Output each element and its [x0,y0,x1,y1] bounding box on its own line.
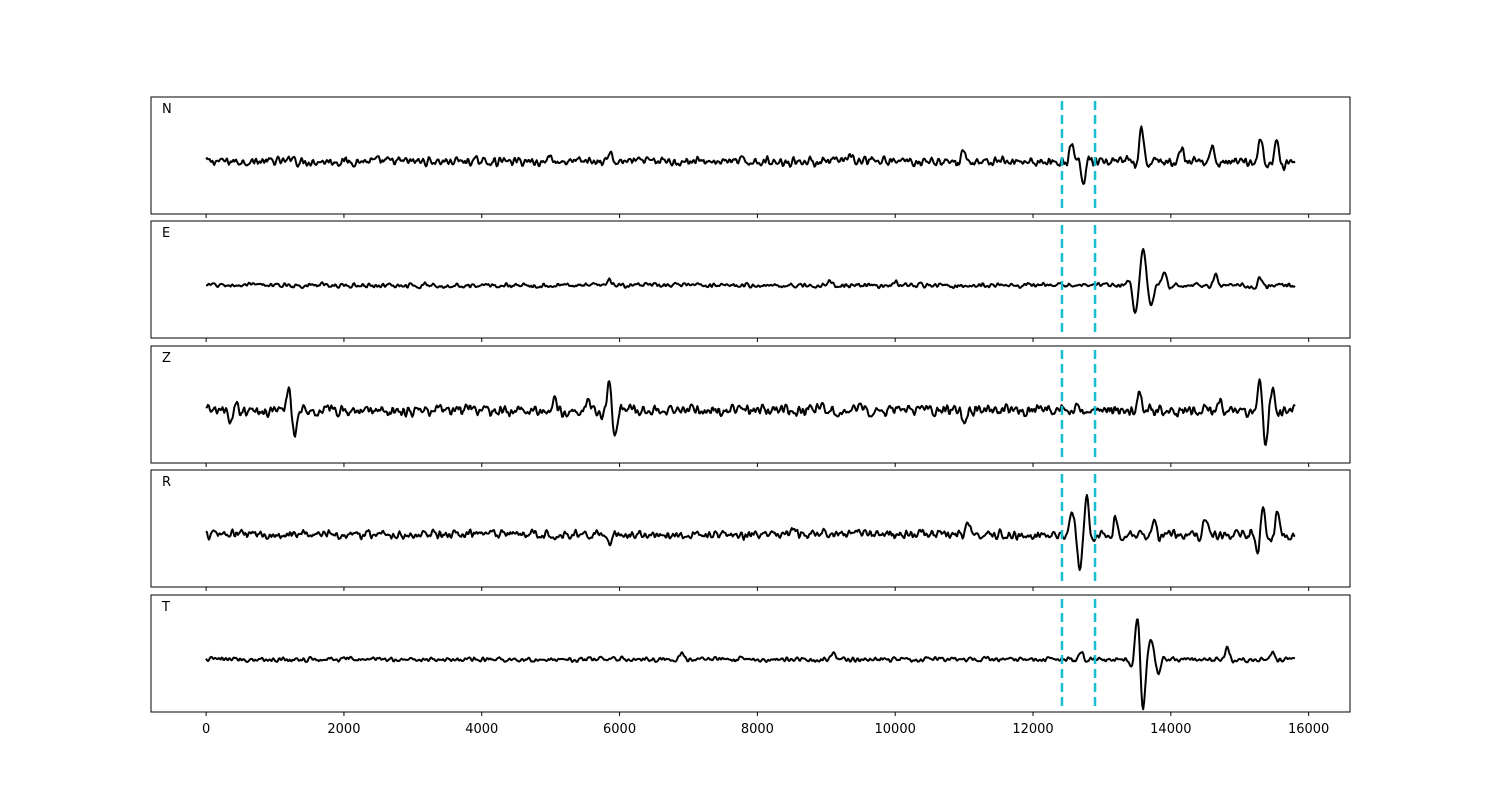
panel-label: T [161,600,170,615]
panel-e: E [150,220,1351,342]
panel-r: R [150,469,1351,591]
trace-z [205,378,1296,446]
x-tick-label: 12000 [1012,722,1053,737]
trace-r [205,494,1296,571]
x-tick-label: 10000 [875,722,916,737]
panel-n: N [150,96,1351,218]
x-tick-label: 4000 [465,722,498,737]
x-tick-label: 16000 [1288,722,1329,737]
panel-frame [150,96,1351,215]
panel-z: Z [150,345,1351,467]
panel-frame [150,469,1351,588]
panel-label: N [162,102,172,117]
trace-n [205,125,1296,185]
panel-label: R [162,475,171,490]
x-tick-label: 0 [202,722,210,737]
panel-t: T [150,594,1351,716]
x-tick-label: 14000 [1150,722,1191,737]
panel-frame [150,220,1351,339]
x-tick-label: 8000 [741,722,774,737]
x-tick-label: 6000 [603,722,636,737]
panel-label: Z [162,351,171,366]
panel-label: E [162,226,170,241]
panel-frame [150,345,1351,464]
trace-e [205,248,1296,314]
panel-frame [150,594,1351,713]
x-tick-label: 2000 [327,722,360,737]
trace-t [205,618,1296,711]
